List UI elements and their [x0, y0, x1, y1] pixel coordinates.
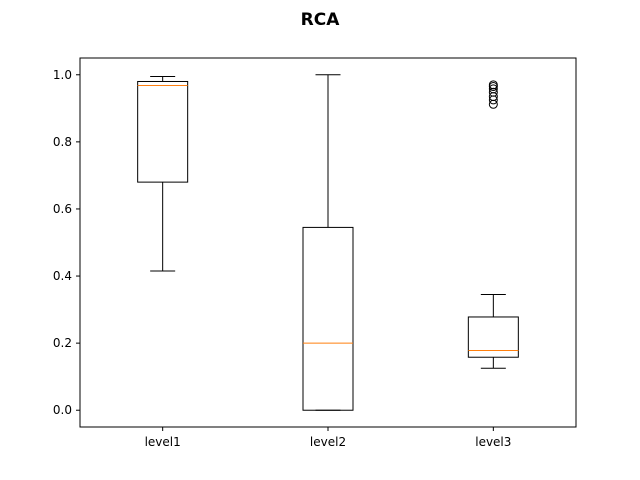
x-tick-label: level3	[475, 435, 511, 449]
x-tick-label: level1	[145, 435, 181, 449]
y-tick-label: 0.0	[53, 403, 72, 417]
outlier-point	[488, 84, 498, 94]
outlier-point	[488, 80, 498, 90]
box-level2	[302, 226, 354, 411]
y-tick-label: 0.2	[53, 336, 72, 350]
y-tick-label: 0.6	[53, 202, 72, 216]
box-level3	[467, 316, 519, 358]
y-tick-label: 0.4	[53, 269, 72, 283]
x-tick-label: level2	[310, 435, 346, 449]
plot-frame	[79, 57, 577, 428]
box-level1	[137, 80, 189, 183]
y-tick-label: 1.0	[53, 68, 72, 82]
chart-title: RCA	[301, 10, 341, 30]
y-tick-label: 0.8	[53, 135, 72, 149]
outlier-point	[488, 87, 498, 97]
